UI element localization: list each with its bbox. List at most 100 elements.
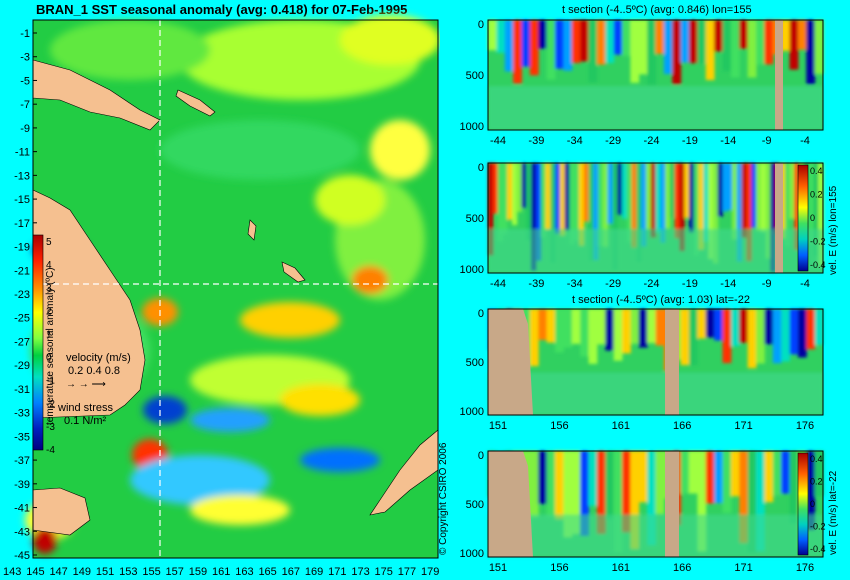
depth-tick-label: 0 [478, 450, 484, 462]
velocity-colorbar-tick: -0.2 [810, 522, 826, 532]
land-solomon-islands [175, 89, 216, 117]
lon-tick-label: 167 [282, 566, 300, 578]
section-x-tick-label: 156 [550, 420, 568, 432]
velocity-colorbar-tick: 0.4 [810, 166, 823, 176]
panel-2-colorbar-label: vel. E (m/s) lon=155 [828, 185, 839, 275]
lat-tick-label: -9 [20, 123, 30, 135]
lat-tick-label: -39 [14, 479, 30, 491]
lat-tick-label: -17 [14, 218, 30, 230]
land-new-guinea [32, 59, 161, 131]
velocity-arrows-icon: → → ⟶ [66, 379, 106, 390]
section-x-tick-label: -24 [644, 135, 660, 147]
lat-tick-label: -23 [14, 289, 30, 301]
section-x-tick-label: 156 [550, 562, 568, 574]
lon-tick-label: 159 [189, 566, 207, 578]
wind-legend: wind stress 0.1 N/m² [58, 402, 113, 428]
section-x-tick-label: 161 [612, 420, 630, 432]
sst-colorbar [32, 234, 44, 451]
lon-tick-label: 165 [258, 566, 276, 578]
velocity-colorbar-tick: 0 [810, 213, 815, 223]
velocity-colorbar-tick: 0.2 [810, 190, 823, 200]
lat-tick-label: -5 [20, 75, 30, 87]
land-australia [32, 189, 146, 419]
section-x-tick-label: 176 [796, 562, 814, 574]
velocity-colorbar [797, 164, 809, 272]
depth-tick-label: 0 [478, 19, 484, 31]
section-x-tick-label: -19 [682, 278, 698, 290]
lat-tick-label: -1 [20, 28, 30, 40]
section-panel-2: 0 500 1000 -44 -39 -34 -29 -24 -19 -14 -9 -4 0.4 0.2 0… [460, 162, 826, 290]
lon-tick-label: 149 [73, 566, 91, 578]
section-x-tick-label: -24 [644, 278, 660, 290]
velocity-colorbar-tick: 0 [810, 499, 815, 509]
main-title: BRAN_1 SST seasonal anomaly (avg: 0.418)… [36, 2, 408, 17]
colorbar-tick-label: 5 [46, 237, 52, 248]
land-vanuatu [247, 219, 257, 241]
section-land [775, 20, 783, 130]
depth-tick-label: 500 [466, 70, 484, 82]
colorbar-tick-label: 4 [46, 260, 52, 271]
panel-1-title: t section (-4..5ºC) (avg: 0.846) lon=155 [562, 4, 752, 16]
colorbar-label: temperature seasonal anomaly (ºC) [45, 267, 56, 425]
colorbar-tick-label: 1 [46, 329, 52, 340]
section-panel-3: 0 500 1000 151 156 161 166 171 176 [460, 308, 824, 432]
section-x-tick-label: -14 [720, 278, 736, 290]
lat-tick-label: -11 [15, 147, 30, 159]
depth-tick-label: 500 [466, 213, 484, 225]
depth-tick-label: 1000 [460, 406, 484, 418]
lat-tick-label: -19 [14, 242, 30, 254]
depth-tick-label: 1000 [460, 121, 484, 133]
depth-tick-label: 500 [466, 357, 484, 369]
velocity-colorbar-tick: -0.2 [810, 237, 826, 247]
lon-tick-label: 161 [212, 566, 230, 578]
velocity-legend: velocity (m/s) 0.2 0.4 0.8 → → ⟶ [66, 352, 131, 391]
lon-tick-label: 171 [328, 566, 346, 578]
lat-tick-label: -27 [14, 336, 30, 348]
colorbar-tick-label: 0 [46, 353, 52, 364]
lat-tick-label: -7 [20, 99, 30, 111]
lat-tick-label: -25 [14, 313, 30, 325]
lat-tick-label: -33 [14, 408, 30, 420]
depth-tick-label: 1000 [460, 548, 484, 560]
section-panel-4: 0 500 1000 151 156 161 166 171 176 0.4 0.2 0 -0.2 -0.… [460, 450, 826, 574]
section-x-tick-label: -9 [762, 135, 772, 147]
panel-3-title: t section (-4..5ºC) (avg: 1.03) lat=-22 [572, 294, 750, 306]
lon-tick-label: 179 [421, 566, 439, 578]
colorbar-tick-label: -2 [46, 399, 55, 410]
section-x-tick-label: 151 [489, 420, 507, 432]
lat-tick-label: -45 [14, 550, 30, 562]
section-x-tick-label: 166 [673, 562, 691, 574]
wind-legend-value: 0.1 N/m² [64, 415, 107, 427]
section-x-tick-label: -34 [567, 135, 583, 147]
section-x-tick-label: 171 [734, 420, 752, 432]
land-new-zealand [369, 429, 439, 516]
section-x-tick-label: -44 [490, 135, 506, 147]
colorbar-tick-label: 2 [46, 306, 52, 317]
section-land [665, 309, 679, 415]
section-land [665, 451, 679, 557]
lon-tick-label: 163 [235, 566, 253, 578]
lat-tick-label: -43 [14, 526, 30, 538]
section-x-tick-label: 176 [796, 420, 814, 432]
section-x-tick-label: 151 [489, 562, 507, 574]
section-x-tick-label: -44 [490, 278, 506, 290]
lon-tick-label: 155 [142, 566, 160, 578]
colorbar-tick-label: -3 [46, 422, 55, 433]
section-land [488, 451, 533, 557]
section-land [775, 163, 783, 273]
section-x-tick-label: -4 [800, 135, 810, 147]
section-x-tick-label: -29 [605, 135, 621, 147]
section-x-tick-label: -9 [762, 278, 772, 290]
velocity-legend-values: 0.2 0.4 0.8 [68, 365, 120, 377]
lon-tick-label: 157 [166, 566, 184, 578]
depth-tick-label: 1000 [460, 264, 484, 276]
colorbar-tick-label: 3 [46, 283, 52, 294]
section-x-tick-label: 166 [673, 420, 691, 432]
section-land [488, 309, 533, 415]
lon-tick-label: 169 [305, 566, 323, 578]
lat-tick-label: -31 [14, 384, 30, 396]
wind-legend-title: wind stress [58, 402, 114, 414]
lon-tick-label: 147 [49, 566, 67, 578]
section-panel-1: 0 500 1000 -44 -39 -34 -29 -24 -19 -14 -9 -4 [460, 19, 824, 147]
section-x-tick-label: -14 [720, 135, 736, 147]
